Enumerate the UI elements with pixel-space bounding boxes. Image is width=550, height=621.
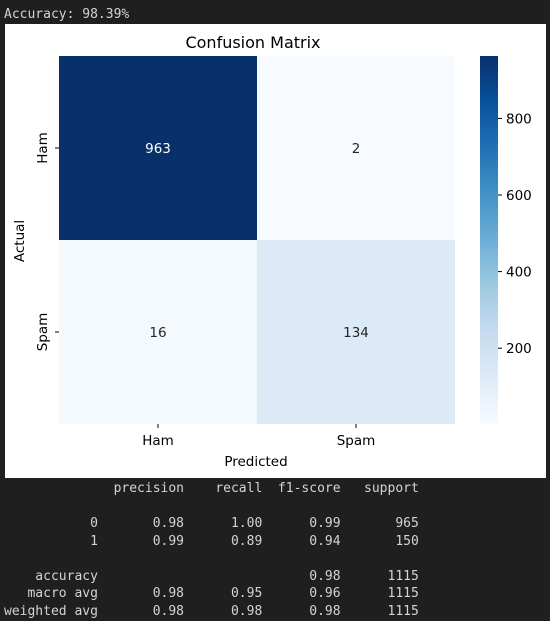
report-row: 0 0.98 1.00 0.99 965 (4, 516, 419, 531)
colorbar-tick-label: 400 (506, 265, 532, 281)
colorbar-tick-label: 600 (506, 188, 532, 204)
report-row: macro avg 0.98 0.95 0.96 1115 (4, 586, 419, 601)
report-row: 1 0.99 0.89 0.94 150 (4, 533, 419, 549)
colorbar-tick-label: 200 (506, 341, 532, 357)
y-tick-label: Ham (35, 132, 51, 164)
x-axis-label: Predicted (224, 454, 287, 470)
x-tick-label: Ham (142, 433, 174, 449)
heatmap-cell (257, 240, 455, 424)
confusion-matrix-chart: 963 2 16 134 Ham Spam Ham Spam Confusion Matrix… (12, 33, 532, 470)
colorbar (480, 56, 498, 424)
cell-value-label: 16 (149, 325, 166, 341)
heatmap-cell (257, 56, 455, 240)
y-axis-label: Actual (12, 220, 28, 262)
cell-value-label: 963 (145, 141, 171, 157)
colorbar-tick-label: 800 (506, 111, 532, 127)
report-row: accuracy 0.98 1115 (4, 568, 419, 584)
cell-value-label: 2 (352, 141, 361, 157)
report-row (4, 550, 419, 568)
report-row: precision recall f1-score support (4, 481, 419, 496)
report-row: weighted avg 0.98 0.98 0.98 1115 (4, 603, 419, 619)
heatmap-cell (59, 56, 257, 240)
x-tick-label: Spam (337, 433, 376, 449)
accuracy-output: Accuracy: 98.39% (4, 7, 130, 22)
classification-report: precision recall f1-score support 0 0.98… (4, 480, 419, 620)
cell-value-label: 134 (343, 325, 369, 341)
heatmap-cell (59, 240, 257, 424)
chart-title: Confusion Matrix (185, 33, 320, 52)
report-row (4, 498, 419, 516)
confusion-matrix-figure: 963 2 16 134 Ham Spam Ham Spam Confusion Matrix… (5, 24, 546, 478)
y-tick-label: Spam (35, 313, 51, 352)
